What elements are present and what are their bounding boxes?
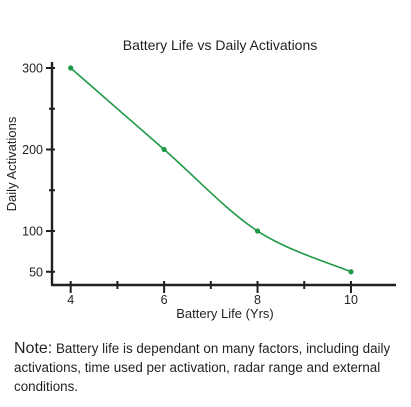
chart-title: Battery Life vs Daily Activations (123, 37, 318, 53)
y-tick-label: 200 (22, 143, 43, 157)
battery-life-chart: Battery Life vs Daily Activations 50 100 2… (4, 37, 396, 321)
y-tick-label: 100 (22, 225, 43, 239)
y-axis-label: Daily Activations (4, 116, 19, 211)
data-point (348, 269, 354, 275)
data-point (254, 228, 261, 234)
x-tick-label: 10 (344, 293, 358, 307)
note-text: Battery life is dependant on many factor… (14, 341, 391, 394)
x-axis: 4 6 8 10 (51, 281, 396, 307)
x-tick-label: 8 (254, 293, 261, 307)
x-tick-label: 4 (67, 293, 74, 307)
series-line (70, 67, 352, 273)
y-tick-label: 50 (29, 265, 43, 279)
series-group (68, 65, 354, 275)
x-axis-label: Battery Life (Yrs) (176, 306, 274, 321)
y-axis: 50 100 200 300 (22, 62, 55, 285)
x-tick-label: 6 (161, 293, 168, 307)
data-point (68, 65, 74, 71)
y-tick-label: 300 (22, 62, 43, 76)
note: Note: Battery life is dependant on many … (14, 339, 406, 396)
data-point (161, 146, 167, 153)
note-label: Note: (14, 340, 53, 357)
